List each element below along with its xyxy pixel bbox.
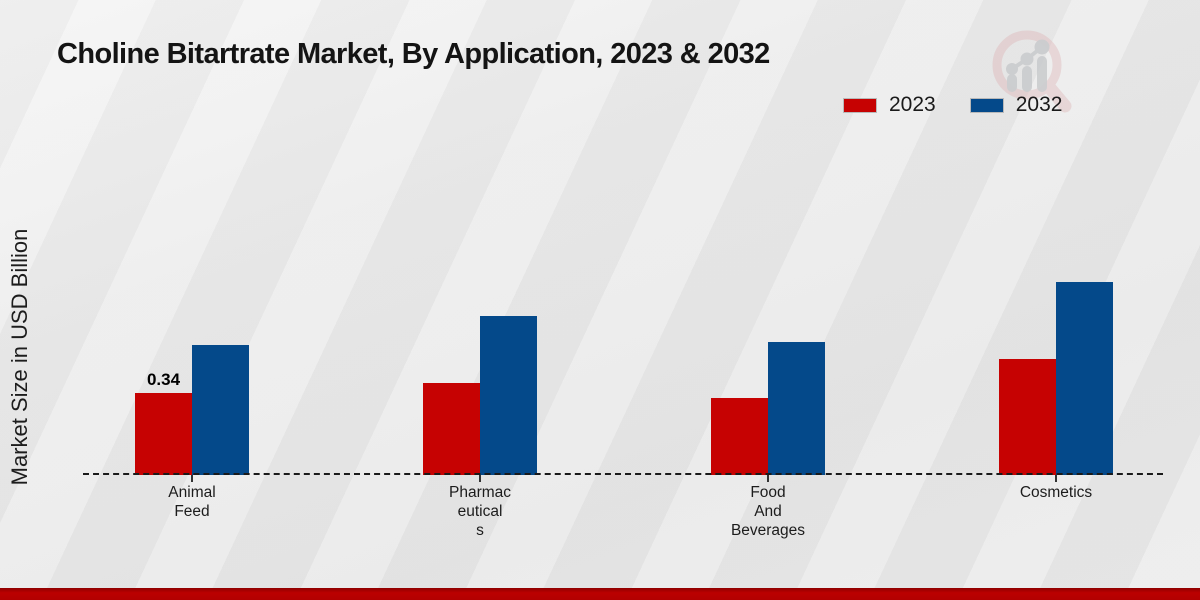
- category-label-line: Beverages: [730, 522, 806, 539]
- x-axis-tick-cosmetics: [1055, 475, 1057, 482]
- category-label-line: Feed: [174, 503, 210, 520]
- category-label-food-and-beverages: Food And Beverages: [683, 483, 853, 540]
- x-axis-tick-food-and-beverages: [767, 475, 769, 482]
- category-label-line: s: [476, 522, 484, 539]
- category-label-animal-feed: Animal Feed: [107, 483, 277, 521]
- bar-2032-animal-feed: [192, 345, 249, 475]
- category-label-line: Pharmac: [448, 484, 512, 501]
- category-label-line: eutical: [457, 503, 503, 520]
- legend-label-2032: 2032: [1015, 93, 1063, 116]
- bar-2032-food-and-beverages: [768, 342, 825, 475]
- bar-2023-animal-feed: [135, 393, 192, 475]
- legend-item-2023: 2023: [843, 93, 936, 117]
- legend-swatch-2023-icon: [843, 97, 877, 113]
- x-axis-tick-animal-feed: [191, 475, 193, 482]
- bar-2032-pharmaceuticals: [480, 316, 537, 475]
- bar-2023-pharmaceuticals: [423, 383, 480, 475]
- x-axis-tick-pharmaceuticals: [479, 475, 481, 482]
- legend: 2023 2032: [843, 93, 1062, 117]
- category-label-line: And: [754, 503, 782, 520]
- magnifier-icon: [992, 30, 1072, 113]
- bar-value-label-2023-animal-feed: 0.34: [146, 370, 181, 389]
- category-label-line: Food: [750, 484, 786, 501]
- category-label-line: Animal: [168, 484, 216, 501]
- legend-swatch-2032-icon: [969, 97, 1004, 113]
- bottom-red-strip: [0, 588, 1200, 600]
- bar-2032-cosmetics: [1056, 282, 1113, 475]
- market-research-future-logo-icon: [992, 30, 1072, 113]
- legend-item-2032: 2032: [969, 93, 1063, 117]
- bar-2023-food-and-beverages: [711, 398, 768, 475]
- growth-bars-icon: [1006, 39, 1050, 92]
- chart-title: Choline Bitartrate Market, By Applicatio…: [57, 38, 770, 70]
- legend-label-2023: 2023: [889, 93, 936, 116]
- bar-2023-cosmetics: [999, 359, 1056, 475]
- x-axis-baseline: [83, 473, 1163, 475]
- category-label-line: Cosmetics: [1019, 484, 1093, 501]
- category-label-pharmaceuticals: Pharmac eutical s: [395, 483, 565, 540]
- category-label-cosmetics: Cosmetics: [971, 483, 1141, 502]
